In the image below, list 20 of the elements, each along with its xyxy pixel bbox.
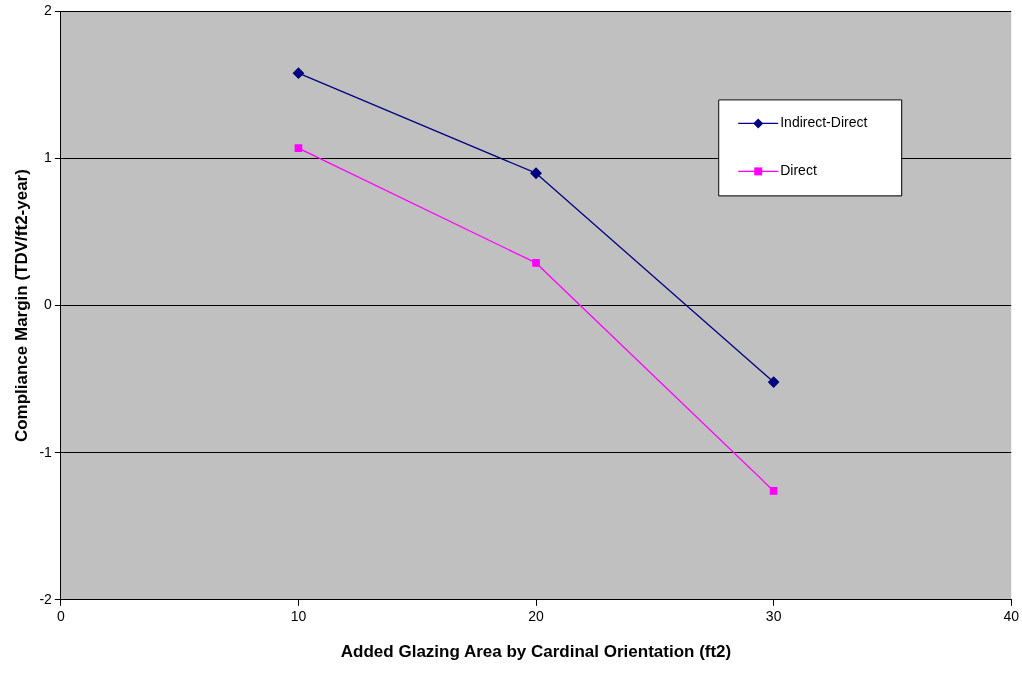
point: [767, 376, 780, 388]
x-tick-label: 0: [56, 608, 65, 625]
point: [292, 67, 305, 79]
x-tick-label: 10: [290, 608, 307, 625]
y-tick-label: 2: [44, 2, 53, 19]
x-tick-label: 40: [1003, 608, 1020, 625]
y-tick-label: -2: [39, 590, 53, 607]
point: [530, 167, 542, 179]
y-tick-label: 0: [44, 296, 53, 313]
point: [294, 144, 303, 153]
legend-label: Direct: [780, 162, 817, 179]
point: [769, 487, 778, 495]
x-axis-title: Added Glazing Area by Cardinal Orientation (ft2): [340, 642, 732, 662]
point: [532, 259, 540, 267]
y-tick-label: -1: [39, 443, 53, 460]
y-tick-label: 1: [44, 149, 53, 166]
x-tick-label: 30: [765, 608, 782, 625]
x-tick-label: 20: [528, 608, 545, 625]
legend-label: Indirect-Direct: [780, 114, 868, 131]
y-axis-title: Compliance Margin (TDV/ft2-year): [11, 169, 31, 443]
